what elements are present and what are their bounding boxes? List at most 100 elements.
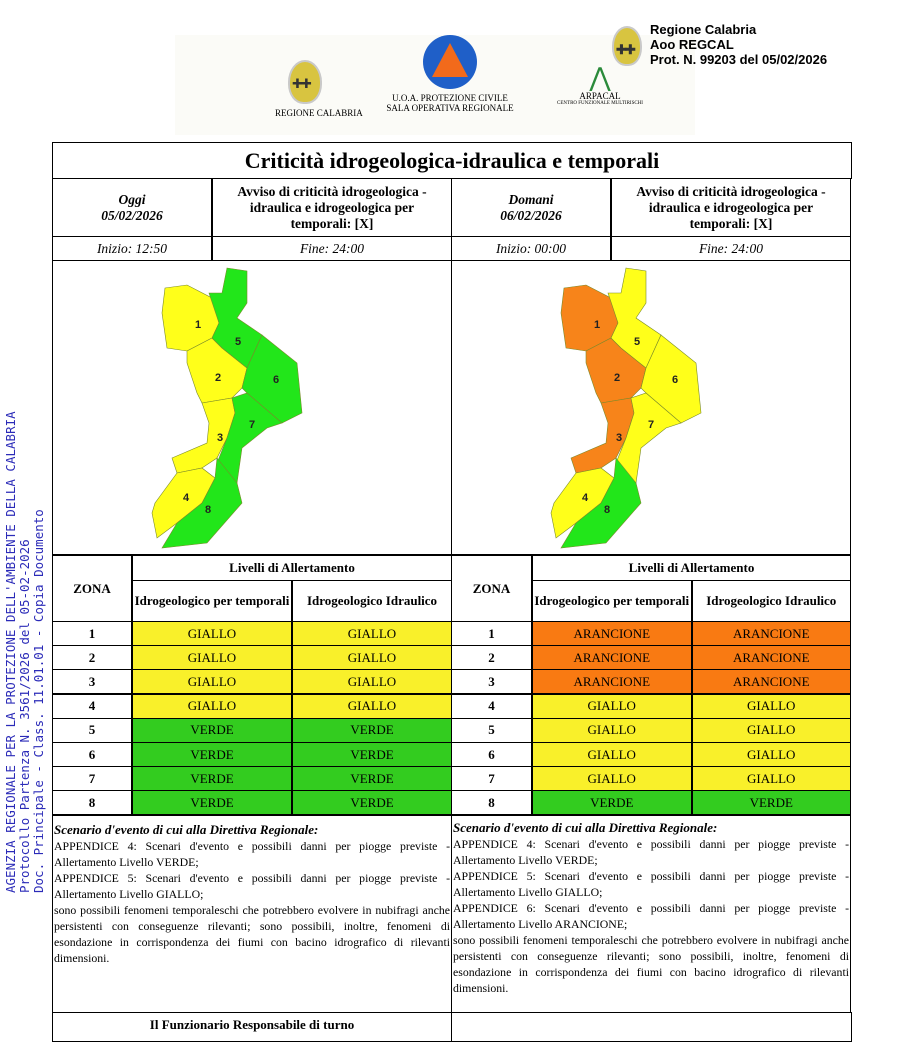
zone-number: 8	[451, 790, 532, 816]
alert-level-idraulico: GIALLO	[691, 693, 851, 719]
alert-level-idraulico: ARANCIONE	[691, 645, 851, 671]
alert-level-idraulico: GIALLO	[691, 717, 851, 743]
map-zone-label: 3	[217, 432, 223, 444]
alert-level-temporali: VERDE	[532, 790, 692, 816]
map-zone-label: 7	[648, 419, 654, 431]
end-time: Fine: 24:00	[212, 236, 452, 261]
map-zone-label: 4	[582, 492, 589, 504]
notice-text: Avviso di criticità idrogeologica - idra…	[611, 178, 851, 237]
map-zone-label: 6	[273, 374, 279, 386]
map-zone-label: 2	[215, 372, 221, 384]
signature-label: Il Funzionario Responsabile di turno	[52, 1012, 452, 1042]
day-name: Domani	[508, 191, 554, 207]
day-label: Oggi 05/02/2026	[52, 178, 212, 237]
map-zone-label: 5	[634, 336, 640, 348]
alert-level-temporali: GIALLO	[532, 742, 692, 767]
alert-level-idraulico: VERDE	[292, 766, 452, 792]
zona-header: ZONA	[52, 555, 132, 622]
scenario-line: sono possibili fenomeni temporaleschi ch…	[453, 933, 849, 995]
end-time: Fine: 24:00	[611, 236, 851, 261]
map-zone-label: 7	[249, 419, 255, 431]
alert-level-temporali: ARANCIONE	[532, 669, 692, 695]
alert-level-idraulico: ARANCIONE	[691, 621, 851, 646]
scenario-title: Scenario d'evento di cui alla Direttiva …	[54, 822, 319, 837]
alert-level-temporali: GIALLO	[132, 693, 292, 719]
zone-number: 1	[52, 621, 132, 646]
map-zone-label: 8	[205, 504, 211, 516]
zone-number: 2	[52, 645, 132, 671]
protezione-civile-icon	[423, 35, 477, 89]
scenario-line: sono possibili fenomeni temporaleschi ch…	[54, 903, 450, 965]
scenario-box: Scenario d'evento di cui alla Direttiva …	[52, 815, 452, 1013]
alert-level-temporali: GIALLO	[132, 621, 292, 646]
alert-level-temporali: VERDE	[132, 790, 292, 816]
zone-number: 4	[52, 693, 132, 719]
alert-level-temporali: GIALLO	[132, 669, 292, 695]
zone-number: 6	[52, 742, 132, 767]
map-zone-label: 6	[672, 374, 678, 386]
map-zone-label: 4	[183, 492, 190, 504]
day-name: Oggi	[118, 191, 146, 207]
col-temporali-header: Idrogeologico per temporali	[532, 580, 692, 622]
alert-level-idraulico: GIALLO	[691, 766, 851, 792]
zone-number: 2	[451, 645, 532, 671]
alert-level-idraulico: GIALLO	[292, 621, 452, 646]
col-idraulico-header: Idrogeologico Idraulico	[691, 580, 851, 622]
alert-level-idraulico: GIALLO	[292, 645, 452, 671]
zone-map: 1 2 3 4 5 6 7 8	[52, 260, 452, 555]
scenario-title: Scenario d'evento di cui alla Direttiva …	[453, 820, 718, 835]
alert-level-idraulico: ARANCIONE	[691, 669, 851, 695]
header-logos: REGIONE CALABRIA U.O.A. PROTEZIONE CIVIL…	[175, 35, 695, 135]
alert-level-temporali: ARANCIONE	[532, 645, 692, 671]
alert-level-idraulico: VERDE	[691, 790, 851, 816]
alert-level-idraulico: GIALLO	[292, 693, 452, 719]
page-title: Criticità idrogeologica-idraulica e temp…	[52, 142, 852, 179]
map-zone-label: 3	[616, 432, 622, 444]
map-zone-5	[208, 267, 263, 368]
alert-level-idraulico: VERDE	[292, 790, 452, 816]
arpacal-logo: ⋀ ARPACAL CENTRO FUNZIONALE MULTIRISCHI	[545, 63, 655, 107]
zone-number: 6	[451, 742, 532, 767]
map-zone-label: 2	[614, 372, 620, 384]
alert-level-temporali: VERDE	[132, 742, 292, 767]
alert-level-temporali: GIALLO	[532, 717, 692, 743]
alert-level-temporali: GIALLO	[132, 645, 292, 671]
scenario-line: APPENDICE 4: Scenari d'evento e possibil…	[453, 837, 849, 867]
coat-of-arms-icon	[288, 60, 322, 104]
zone-number: 8	[52, 790, 132, 816]
alert-level-temporali: ARANCIONE	[532, 621, 692, 646]
map-zone-8	[161, 456, 243, 548]
zone-number: 5	[52, 717, 132, 743]
protocol-watermark: AGENZIA REGIONALE PER LA PROTEZIONE DELL…	[3, 411, 46, 893]
alert-level-idraulico: GIALLO	[691, 742, 851, 767]
alert-level-temporali: GIALLO	[532, 693, 692, 719]
alert-level-temporali: GIALLO	[532, 766, 692, 792]
col-temporali-header: Idrogeologico per temporali	[132, 580, 292, 622]
signature-right	[451, 1012, 852, 1042]
zone-number: 5	[451, 717, 532, 743]
alert-level-idraulico: GIALLO	[292, 669, 452, 695]
levels-header: Livelli di Allertamento	[532, 555, 851, 581]
day-date: 06/02/2026	[500, 207, 562, 223]
map-zone-8	[560, 456, 642, 548]
levels-header: Livelli di Allertamento	[132, 555, 452, 581]
map-zone-label: 8	[604, 504, 610, 516]
zone-number: 3	[451, 669, 532, 695]
day-label: Domani 06/02/2026	[451, 178, 611, 237]
arpacal-icon: ⋀	[589, 63, 611, 92]
zone-map: 1 2 3 4 5 6 7 8	[451, 260, 851, 555]
alert-level-temporali: VERDE	[132, 766, 292, 792]
map-zone-label: 5	[235, 336, 241, 348]
alert-level-idraulico: VERDE	[292, 742, 452, 767]
start-time: Inizio: 00:00	[451, 236, 611, 261]
scenario-box: Scenario d'evento di cui alla Direttiva …	[451, 815, 851, 1013]
col-idraulico-header: Idrogeologico Idraulico	[292, 580, 452, 622]
protezione-civile-logo: U.O.A. PROTEZIONE CIVILE SALA OPERATIVA R…	[380, 35, 520, 113]
map-zone-5	[607, 267, 662, 368]
map-zone-label: 1	[195, 319, 201, 331]
zona-header: ZONA	[451, 555, 532, 622]
zone-number: 4	[451, 693, 532, 719]
alert-level-idraulico: VERDE	[292, 717, 452, 743]
zone-number: 3	[52, 669, 132, 695]
scenario-line: APPENDICE 5: Scenari d'evento e possibil…	[453, 869, 849, 899]
